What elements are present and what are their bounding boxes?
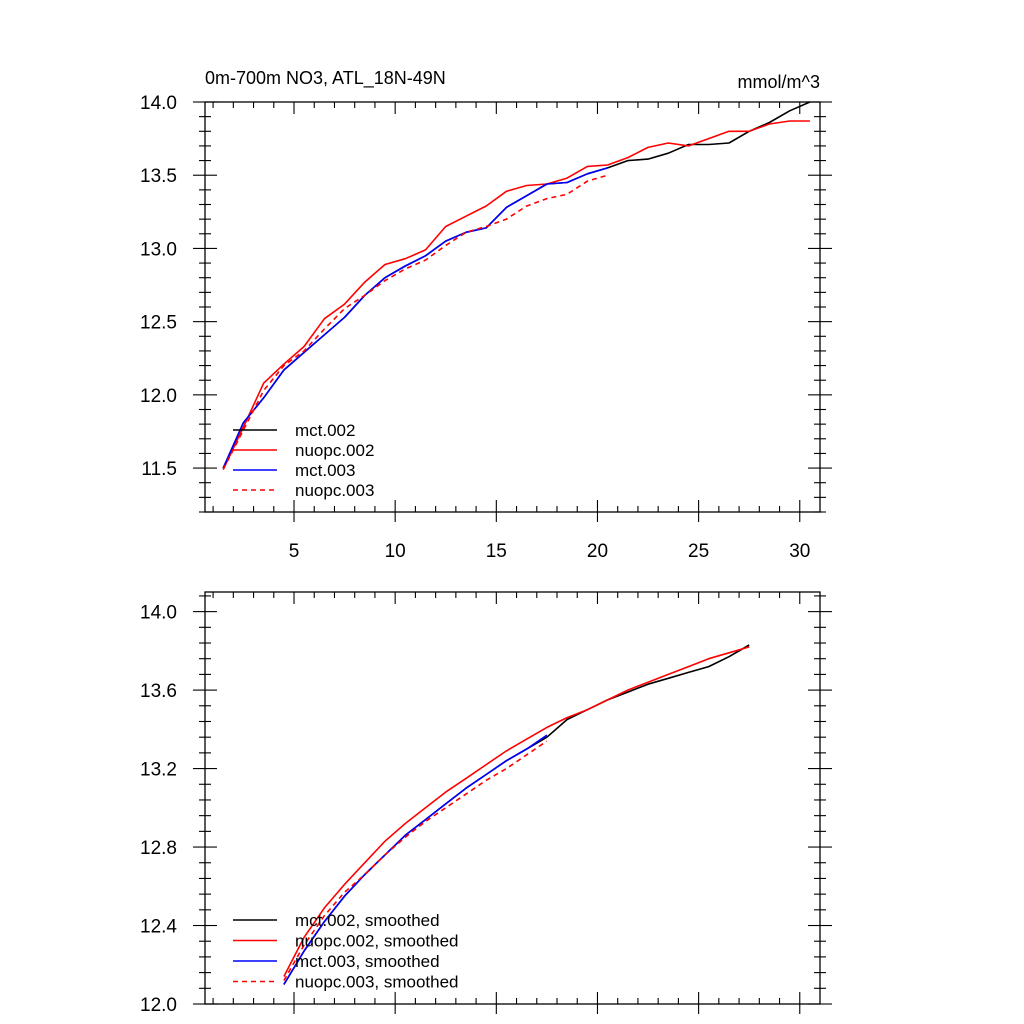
x-tick-label: 5 — [289, 541, 300, 562]
legend-label: nuopc.003 — [295, 481, 374, 500]
y-tick-label: 13.5 — [140, 166, 177, 187]
legend-label: mct.002, smoothed — [295, 911, 440, 930]
series-line-nuopc-003-smoothed — [283, 740, 548, 981]
y-tick-label: 13.6 — [140, 681, 177, 702]
y-tick-label: 12.0 — [140, 386, 177, 407]
bottom-chart-panel: 12.0 12.4 12.8 13.2 13.6 14.0 mct.002, smooth… — [140, 591, 832, 1016]
legend-label: mct.002 — [295, 421, 355, 440]
legend-label: mct.003 — [295, 461, 355, 480]
series-line-mct-003 — [222, 167, 608, 469]
bottom-axis-ticks: 12.0 12.4 12.8 13.2 13.6 14.0 — [140, 592, 832, 1016]
legend-label: nuopc.003, smoothed — [295, 973, 459, 992]
y-tick-label: 12.4 — [140, 917, 177, 938]
top-chart-panel: 5 10 15 20 25 30 11.5 12.0 12.5 13.0 13.5 14.0 mct.… — [140, 68, 832, 562]
y-tick-label: 12.5 — [140, 313, 177, 334]
y-tick-label: 12.0 — [140, 995, 177, 1016]
top-axis-ticks: 5 10 15 20 25 30 11.5 12.0 12.5 13.0 13.5 14.0 — [140, 93, 832, 562]
x-tick-label: 30 — [789, 541, 810, 562]
legend-label: nuopc.002 — [295, 441, 374, 460]
y-tick-label: 14.0 — [140, 93, 177, 114]
legend-label: mct.003, smoothed — [295, 952, 440, 971]
top-chart-title: 0m-700m NO3, ATL_18N-49N — [205, 68, 446, 89]
legend-label: nuopc.002, smoothed — [295, 932, 459, 951]
x-tick-label: 10 — [385, 541, 406, 562]
series-line-nuopc-002 — [222, 120, 810, 470]
y-tick-label: 13.2 — [140, 760, 177, 781]
x-tick-label: 15 — [486, 541, 507, 562]
y-tick-label: 12.8 — [140, 838, 177, 859]
x-tick-label: 25 — [688, 541, 709, 562]
top-chart-units: mmol/m^3 — [738, 72, 820, 92]
y-tick-label: 11.5 — [141, 459, 177, 480]
series-line-mct-002 — [222, 101, 811, 469]
y-tick-label: 13.0 — [140, 239, 177, 260]
bottom-series-lines — [283, 644, 750, 985]
top-series-lines — [222, 101, 811, 470]
y-tick-label: 14.0 — [140, 603, 177, 624]
x-tick-label: 20 — [587, 541, 608, 562]
bottom-plot-frame — [204, 591, 821, 1005]
series-line-nuopc-002-smoothed — [283, 646, 750, 977]
series-line-nuopc-003 — [222, 174, 608, 470]
series-line-mct-003-smoothed — [283, 734, 548, 985]
bottom-legend: mct.002, smoothed nuopc.002, smoothedmct.… — [233, 911, 459, 992]
